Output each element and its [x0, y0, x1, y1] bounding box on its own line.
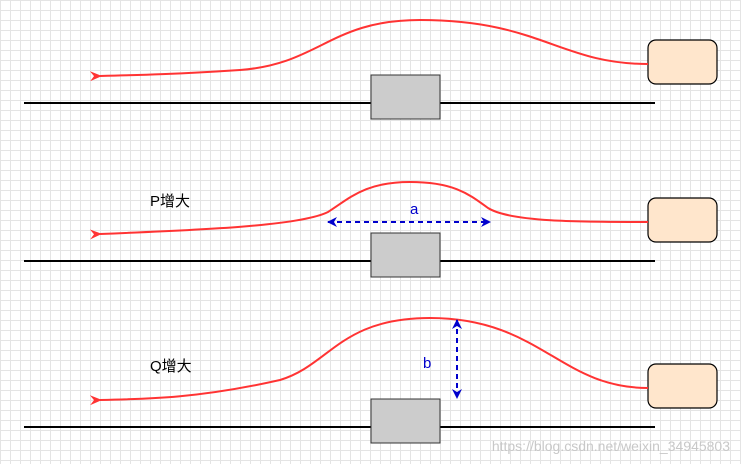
- panel-label: P增大: [150, 193, 190, 210]
- source-box: [647, 363, 718, 409]
- obstacle-box: [370, 232, 441, 278]
- flow-curve: [89, 316, 649, 406]
- source-box: [647, 197, 718, 243]
- panel-1: [24, 18, 718, 120]
- dimension-label-b: b: [423, 355, 431, 372]
- source-box: [647, 39, 718, 85]
- watermark: https://blog.csdn.net/weixin_34945803: [492, 438, 730, 454]
- panel-3: Q增大 b: [24, 316, 718, 444]
- obstacle-box: [370, 398, 441, 444]
- dimension-label-a: a: [410, 201, 419, 218]
- flow-curve: [89, 180, 649, 240]
- panel-label: Q增大: [150, 358, 192, 375]
- panel-2: P增大 a: [24, 180, 718, 278]
- flow-curve: [89, 18, 649, 82]
- obstacle-box: [370, 74, 441, 120]
